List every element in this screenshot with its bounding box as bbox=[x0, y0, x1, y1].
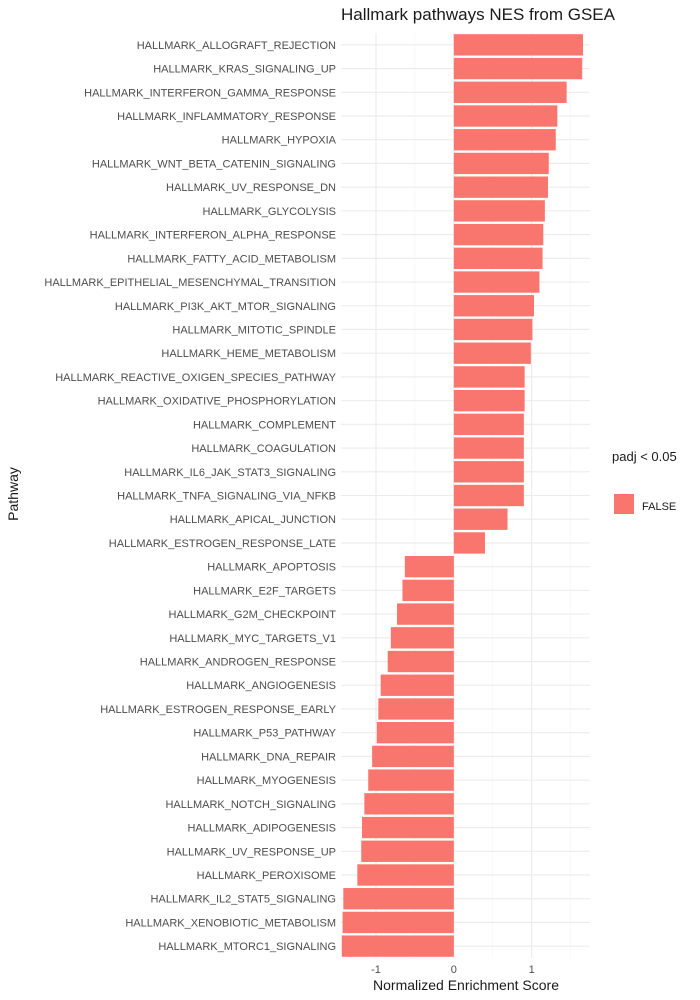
y-tick-label: HALLMARK_PEROXISOME bbox=[197, 870, 336, 882]
y-tick-label: HALLMARK_TNFA_SIGNALING_VIA_NFKB bbox=[117, 491, 336, 503]
bar bbox=[453, 57, 583, 80]
y-axis-title: Pathway bbox=[5, 467, 21, 521]
bar bbox=[453, 81, 567, 103]
bar bbox=[453, 152, 549, 175]
bar bbox=[390, 627, 454, 649]
y-tick-label: HALLMARK_G2M_CHECKPOINT bbox=[169, 609, 337, 621]
bar bbox=[453, 247, 543, 269]
y-tick-label: HALLMARK_ESTROGEN_RESPONSE_LATE bbox=[109, 538, 336, 550]
legend-title: padj < 0.05 bbox=[612, 449, 677, 464]
x-tick-label: -1 bbox=[371, 964, 381, 976]
bars-group bbox=[341, 34, 583, 957]
y-tick-label: HALLMARK_EPITHELIAL_MESENCHYMAL_TRANSITI… bbox=[44, 277, 336, 289]
y-tick-label: HALLMARK_MYC_TARGETS_V1 bbox=[169, 633, 336, 645]
bar bbox=[453, 295, 534, 317]
y-tick-label: HALLMARK_INFLAMMATORY_RESPONSE bbox=[117, 111, 336, 123]
bar bbox=[343, 888, 454, 910]
bar bbox=[364, 793, 454, 815]
bar bbox=[361, 840, 454, 862]
y-tick-label: HALLMARK_INTERFERON_ALPHA_RESPONSE bbox=[90, 230, 336, 242]
y-tick-label: HALLMARK_GLYCOLYSIS bbox=[203, 206, 336, 218]
bar bbox=[453, 342, 531, 364]
bar bbox=[368, 769, 454, 791]
bar bbox=[357, 864, 454, 886]
y-tick-label: HALLMARK_KRAS_SIGNALING_UP bbox=[153, 64, 336, 76]
y-tick-label: HALLMARK_DNA_REPAIR bbox=[201, 751, 336, 763]
bar bbox=[453, 413, 524, 436]
bar bbox=[453, 508, 508, 530]
bar bbox=[341, 935, 454, 957]
y-tick-label: HALLMARK_ALLOGRAFT_REJECTION bbox=[137, 40, 336, 52]
y-tick-label: HALLMARK_FATTY_ACID_METABOLISM bbox=[127, 253, 336, 265]
x-tick-label: 1 bbox=[529, 964, 535, 976]
y-tick-label: HALLMARK_UV_RESPONSE_UP bbox=[167, 846, 336, 858]
y-tick-label: HALLMARK_NOTCH_SIGNALING bbox=[165, 799, 336, 811]
bar bbox=[453, 200, 545, 222]
legend-key-false bbox=[614, 494, 634, 514]
y-tick-label: HALLMARK_INTERFERON_GAMMA_RESPONSE bbox=[84, 87, 336, 99]
legend: padj < 0.05 FALSE bbox=[612, 449, 677, 514]
y-tick-label: HALLMARK_ANDROGEN_RESPONSE bbox=[140, 657, 336, 669]
x-tick-label: 0 bbox=[451, 964, 457, 976]
bar bbox=[453, 129, 556, 151]
bar bbox=[402, 579, 454, 602]
bar bbox=[453, 366, 525, 388]
y-tick-label: HALLMARK_ADIPOGENESIS bbox=[187, 823, 336, 835]
bar bbox=[378, 698, 454, 720]
bar bbox=[362, 816, 454, 839]
y-tick-label: HALLMARK_ANGIOGENESIS bbox=[186, 680, 336, 692]
y-tick-label: HALLMARK_PI3K_AKT_MTOR_SIGNALING bbox=[115, 301, 336, 313]
y-tick-label: HALLMARK_COMPLEMENT bbox=[193, 419, 336, 431]
y-tick-label: HALLMARK_APOPTOSIS bbox=[207, 562, 336, 574]
bar bbox=[453, 176, 548, 198]
y-tick-label: HALLMARK_IL6_JAK_STAT3_SIGNALING bbox=[124, 467, 336, 479]
y-tick-label: HALLMARK_REACTIVE_OXIGEN_SPECIES_PATHWAY bbox=[55, 372, 336, 384]
bar bbox=[404, 555, 454, 578]
y-tick-label: HALLMARK_WNT_BETA_CATENIN_SIGNALING bbox=[92, 158, 336, 170]
bar bbox=[453, 318, 533, 341]
y-tick-label: HALLMARK_HEME_METABOLISM bbox=[161, 348, 336, 360]
y-tick-label: HALLMARK_E2F_TARGETS bbox=[193, 585, 336, 597]
y-tick-label: HALLMARK_XENOBIOTIC_METABOLISM bbox=[125, 917, 336, 929]
chart-title: Hallmark pathways NES from GSEA bbox=[341, 5, 616, 24]
bar bbox=[372, 745, 454, 768]
y-tick-label: HALLMARK_P53_PATHWAY bbox=[193, 728, 336, 740]
x-tick-labels: -1 0 1 bbox=[371, 964, 535, 976]
bar bbox=[387, 650, 454, 673]
bar bbox=[453, 105, 558, 127]
bar bbox=[453, 389, 525, 412]
y-tick-label: HALLMARK_MYOGENESIS bbox=[197, 775, 336, 787]
bar bbox=[453, 437, 524, 459]
bar bbox=[453, 223, 544, 246]
bar bbox=[380, 674, 454, 696]
y-tick-label: HALLMARK_COAGULATION bbox=[191, 443, 336, 455]
bar bbox=[453, 271, 540, 293]
bar bbox=[376, 722, 454, 744]
y-tick-label: HALLMARK_OXIDATIVE_PHOSPHORYLATION bbox=[98, 396, 336, 408]
bar bbox=[453, 484, 524, 507]
y-tick-label: HALLMARK_ESTROGEN_RESPONSE_EARLY bbox=[100, 704, 336, 716]
y-tick-label: HALLMARK_IL2_STAT5_SIGNALING bbox=[151, 894, 336, 906]
y-tick-label: HALLMARK_MTORC1_SIGNALING bbox=[158, 941, 336, 953]
y-tick-label: HALLMARK_HYPOXIA bbox=[222, 135, 337, 147]
bar bbox=[453, 461, 524, 483]
bar bbox=[453, 34, 583, 56]
bar bbox=[342, 911, 454, 934]
bar bbox=[397, 603, 454, 625]
y-tick-label: HALLMARK_APICAL_JUNCTION bbox=[170, 514, 336, 526]
y-tick-labels: HALLMARK_ALLOGRAFT_REJECTION HALLMARK_KRA… bbox=[44, 40, 336, 953]
legend-label-false: FALSE bbox=[642, 501, 676, 513]
y-tick-label: HALLMARK_MITOTIC_SPINDLE bbox=[172, 324, 336, 336]
bar bbox=[453, 532, 485, 554]
x-axis-title: Normalized Enrichment Score bbox=[373, 977, 559, 993]
y-tick-label: HALLMARK_UV_RESPONSE_DN bbox=[166, 182, 336, 194]
